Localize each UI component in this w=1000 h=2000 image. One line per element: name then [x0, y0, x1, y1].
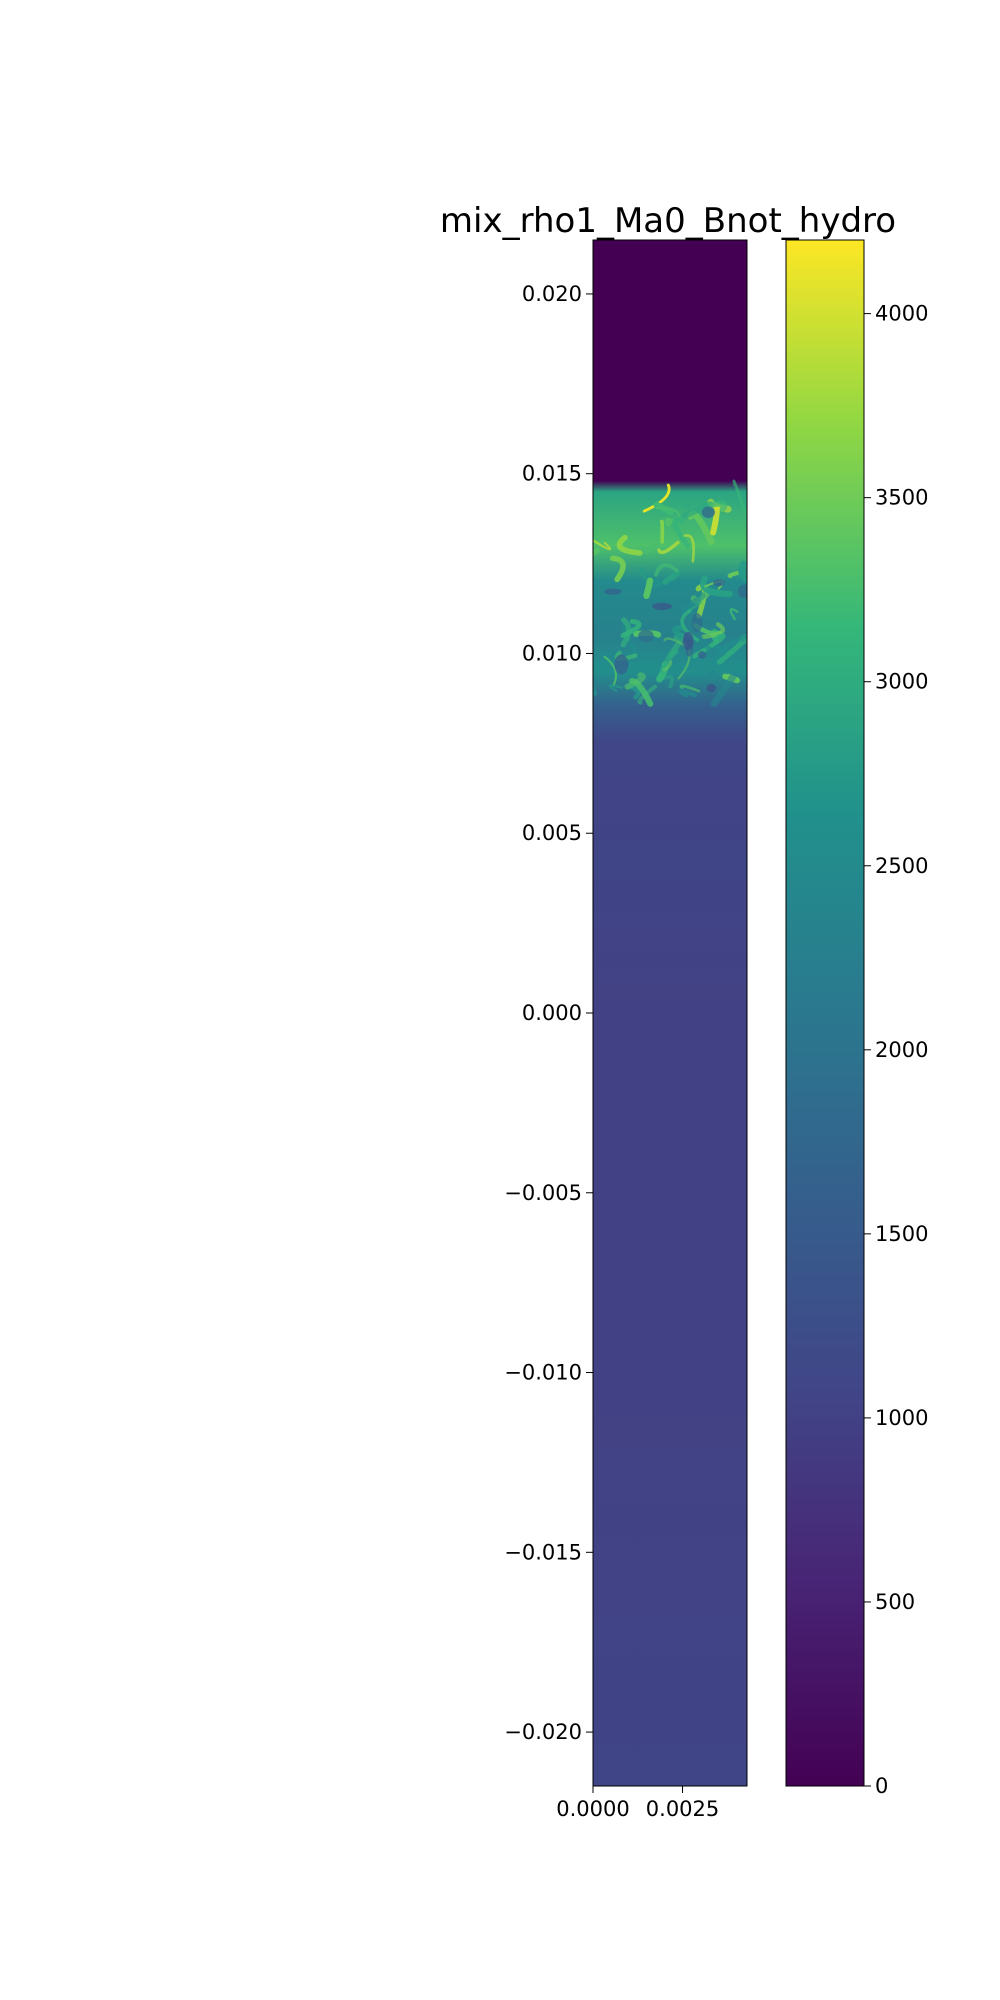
mixing-filament: [706, 670, 715, 677]
y-axis: 0.020 0.015 0.010 0.005 0.000 −0.005 −0.010 −0.…: [504, 282, 593, 1744]
y-tick-label: 0.020: [522, 282, 582, 306]
y-tick-label: −0.015: [504, 1540, 582, 1564]
colorbar-tick-label: 2500: [875, 854, 928, 878]
colorbar-tick-label: 1000: [875, 1406, 928, 1430]
x-tick-label: 0.0000: [556, 1797, 629, 1821]
mixing-filament: [697, 634, 720, 657]
mixing-filament: [708, 500, 728, 513]
mixing-filament: [683, 501, 691, 509]
mixing-eddy: [682, 631, 694, 651]
mixing-filament: [664, 517, 675, 528]
mixing-filament: [642, 483, 671, 513]
y-tick-label: 0.015: [522, 462, 582, 486]
y-tick-label: 0.000: [522, 1001, 582, 1025]
mixing-filament: [620, 617, 632, 648]
mixing-filament: [729, 608, 739, 621]
mixing-filament: [660, 648, 679, 673]
mixing-filament: [637, 684, 658, 705]
mixing-filament: [662, 660, 673, 672]
mixing-filament: [681, 501, 713, 519]
mixing-filament: [593, 539, 612, 551]
mixing-eddy: [604, 588, 622, 595]
colorbar-tick-label: 3000: [875, 670, 928, 694]
mixing-filament: [654, 563, 679, 577]
y-tick-label: −0.005: [504, 1181, 582, 1205]
mixing-filament: [679, 684, 701, 693]
colorbar-axis: 0 500 1000 1500 2000 2500 3000 3500 4000: [864, 302, 928, 1798]
mixing-filament: [644, 533, 664, 555]
x-tick-label: 0.0025: [646, 1797, 719, 1821]
mixing-eddy: [737, 584, 747, 598]
colorbar-tick-label: 3500: [875, 486, 928, 510]
mixing-filament: [710, 670, 739, 708]
heatmap-field: [593, 240, 747, 1786]
mixing-filament: [608, 684, 623, 692]
mixing-eddy: [691, 613, 703, 633]
mixing-eddy: [706, 683, 716, 693]
y-tick-label: −0.010: [504, 1361, 582, 1385]
mixing-eddy: [638, 629, 654, 643]
mixing-filament: [710, 504, 720, 536]
mixing-filament: [700, 575, 733, 598]
mixing-filament: [609, 555, 626, 583]
mixing-filament: [643, 577, 654, 599]
mixing-filament: [662, 570, 681, 585]
colorbar-tick-label: 1500: [875, 1222, 928, 1246]
colorbar-frame: [785, 239, 865, 1787]
mixing-eddy: [614, 654, 629, 675]
colorbar-gradient: [786, 240, 864, 1786]
mixing-eddy: [713, 579, 725, 587]
mixing-filament: [727, 570, 740, 579]
mixing-filament: [593, 686, 598, 697]
mixing-filament: [672, 517, 691, 549]
mixing-filament: [738, 560, 747, 584]
mixing-filament: [603, 655, 617, 687]
x-axis: 0.0000 0.0025: [556, 1786, 719, 1821]
colorbar-tick-label: 2000: [875, 1038, 928, 1062]
mixing-filament: [716, 637, 747, 665]
mixing-eddy: [701, 506, 716, 519]
mixing-filament: [687, 601, 703, 612]
mixing-filament: [732, 479, 746, 513]
colorbar-tick-label: 4000: [875, 302, 928, 326]
mixing-filament: [653, 501, 674, 516]
mixing-eddy: [652, 602, 672, 611]
mixing-filament: [616, 534, 643, 556]
mixing-filament: [659, 519, 665, 544]
heatmap-structures: [593, 479, 747, 708]
mixing-filament: [739, 633, 747, 642]
mixing-filament: [672, 625, 687, 639]
mixing-filament: [593, 548, 600, 556]
y-tick-label: 0.010: [522, 641, 582, 665]
mixing-filament: [686, 657, 705, 675]
mixing-filament: [680, 609, 700, 642]
mixing-filament: [681, 592, 707, 617]
mixing-filament: [712, 638, 742, 666]
mixing-filament: [678, 688, 698, 698]
mixing-filament: [657, 540, 680, 555]
y-tick-label: 0.005: [522, 821, 582, 845]
mixing-filament: [663, 637, 687, 648]
mixing-filament: [682, 534, 695, 563]
colorbar-tick-label: 500: [875, 1590, 915, 1614]
mixing-filament: [655, 506, 681, 518]
colorbar-tick-label: 0: [875, 1774, 888, 1798]
heatmap-panel: 0.020 0.015 0.010 0.005 0.000 −0.005 −0.010 −0.…: [504, 239, 748, 1821]
mixing-filament: [701, 622, 725, 639]
colorbar: 0 500 1000 1500 2000 2500 3000 3500 4000: [785, 239, 928, 1798]
y-tick-label: −0.020: [504, 1720, 582, 1744]
mixing-filament: [624, 672, 646, 690]
mixing-eddy: [697, 651, 707, 659]
chart-title: mix_rho1_Ma0_Bnot_hydro: [440, 201, 896, 241]
mixing-filament: [638, 566, 648, 580]
